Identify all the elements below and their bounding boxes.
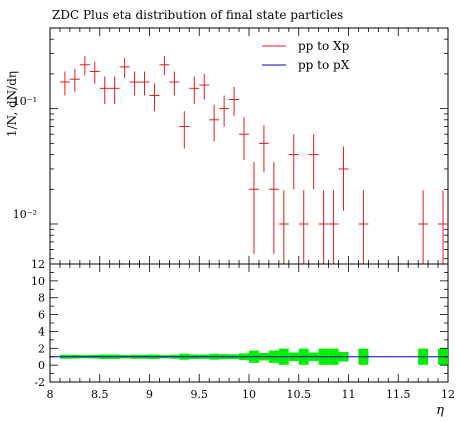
chart-title: ZDC Plus eta distribution of final state…: [52, 8, 343, 22]
main-panel-frame: [49, 27, 449, 265]
x-tick-label: 9.5: [191, 388, 209, 401]
data-point: [249, 161, 259, 254]
x-tick-label: 11: [342, 388, 356, 401]
legend-label-mc: pp to pX: [298, 58, 350, 72]
data-point: [169, 71, 180, 96]
ratio-y-tick-label: -2: [34, 376, 45, 389]
data-point: [268, 161, 279, 254]
legend: pp to Xp pp to pX: [262, 39, 350, 72]
data-point: [328, 190, 339, 264]
x-tick-label: 8: [47, 388, 54, 401]
x-tick-label: 10: [242, 388, 256, 401]
legend-label-data: pp to Xp: [298, 39, 350, 53]
data-point: [159, 56, 170, 76]
ratio-y-tick-label: 2: [38, 342, 45, 355]
data-point: [139, 71, 150, 96]
data-point: [209, 104, 220, 142]
data-point: [288, 134, 299, 190]
x-tick-label: 9: [146, 388, 153, 401]
data-point: [239, 117, 249, 160]
data-point: [149, 83, 160, 112]
data-point: [278, 190, 289, 264]
data-point: [79, 56, 90, 76]
data-point: [129, 71, 140, 96]
data-point: [318, 190, 329, 264]
x-tick-label: 12: [441, 388, 455, 401]
data-point: [89, 61, 100, 84]
data-point: [109, 76, 120, 104]
y-axis-label: 1/N, dN/dη: [5, 71, 19, 137]
y-tick-label-0.1: 10⁻¹: [13, 95, 37, 108]
main-panel: 10⁻¹ 10⁻² 1/N, dN/dη pp to Xp pp to pX: [5, 27, 449, 265]
data-point: [119, 57, 130, 78]
ratio-y-tick-label: 4: [38, 325, 45, 338]
data-point: [219, 95, 230, 127]
data-point: [338, 146, 349, 211]
data-point: [418, 190, 429, 264]
data-point: [298, 190, 309, 264]
data-point: [258, 125, 269, 173]
data-point: [308, 134, 319, 190]
ratio-y-tick-label: 8: [38, 292, 45, 305]
data-point: [69, 69, 80, 92]
x-tick-label: 8.5: [91, 388, 109, 401]
data-point: [179, 111, 190, 149]
ratio-y-tick-label: 10: [31, 275, 45, 288]
x-tick-label: 10.5: [287, 388, 312, 401]
ratio-panel-frame: [49, 263, 449, 383]
ratio-y-tick-label: 0: [38, 359, 45, 372]
x-axis-label: η: [436, 403, 444, 418]
data-point: [199, 73, 210, 100]
ratio-panel: 12 10 8 6 4 2 0 -2: [31, 258, 449, 389]
data-point: [229, 87, 240, 117]
x-tick-label: 11.5: [386, 388, 411, 401]
data-point: [99, 76, 110, 104]
data-point: [438, 190, 448, 264]
data-point: [358, 190, 369, 264]
data-point: [59, 71, 70, 96]
data-point: [189, 76, 200, 104]
ratio-y-tick-label: 6: [38, 309, 45, 322]
y-tick-label-0.01: 10⁻²: [13, 208, 37, 221]
ratio-y-tick-label: 12: [31, 258, 45, 271]
